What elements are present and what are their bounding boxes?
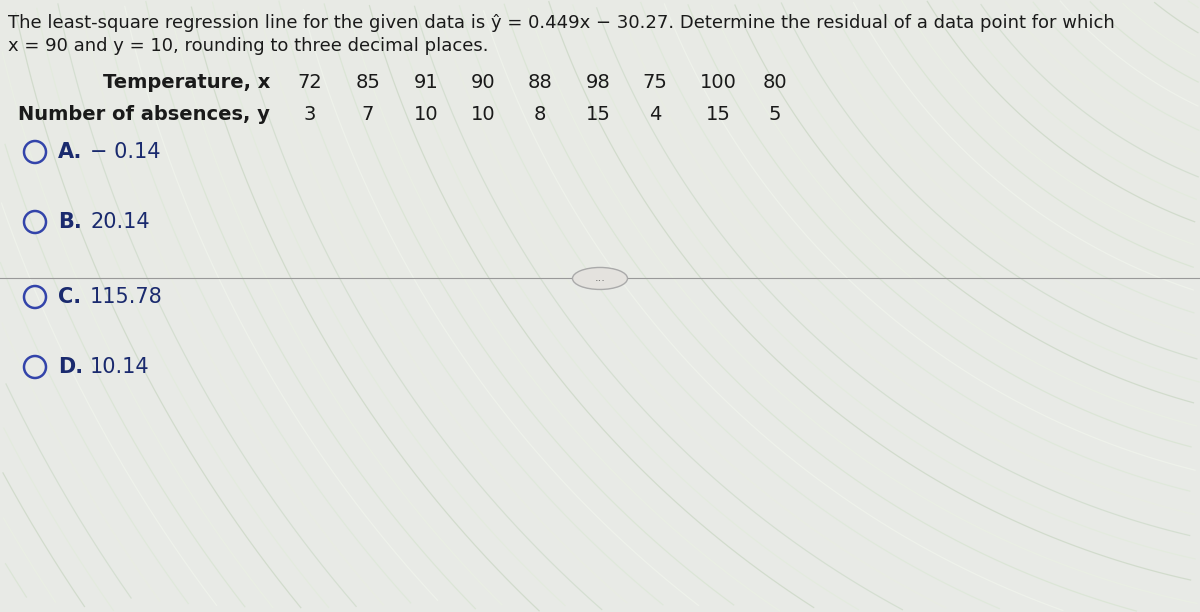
Text: − 0.14: − 0.14 [90,142,161,162]
Text: 7: 7 [362,105,374,124]
Text: The least-square regression line for the given data is ŷ = 0.449x − 30.27. Deter: The least-square regression line for the… [8,14,1115,32]
Text: ...: ... [594,274,606,283]
Text: 88: 88 [528,72,552,92]
Bar [0,0,1200,278]
Text: 72: 72 [298,72,323,92]
Text: 10: 10 [470,105,496,124]
Text: 75: 75 [642,72,667,92]
Text: 115.78: 115.78 [90,287,163,307]
Text: 80: 80 [763,72,787,92]
Text: 20.14: 20.14 [90,212,150,232]
Text: Temperature, x: Temperature, x [103,72,270,92]
Text: 8: 8 [534,105,546,124]
Text: 10: 10 [414,105,438,124]
Text: 4: 4 [649,105,661,124]
Text: 10.14: 10.14 [90,357,150,377]
Text: 3: 3 [304,105,316,124]
Text: D.: D. [58,357,83,377]
Text: 91: 91 [414,72,438,92]
Text: Number of absences, y: Number of absences, y [18,105,270,124]
Text: A.: A. [58,142,83,162]
Text: 5: 5 [769,105,781,124]
Text: 90: 90 [470,72,496,92]
Text: C.: C. [58,287,82,307]
Text: 15: 15 [586,105,611,124]
Text: 85: 85 [355,72,380,92]
Text: x = 90 and y = 10, rounding to three decimal places.: x = 90 and y = 10, rounding to three dec… [8,37,488,55]
Text: 100: 100 [700,72,737,92]
Text: 15: 15 [706,105,731,124]
Text: B.: B. [58,212,82,232]
Text: 98: 98 [586,72,611,92]
Ellipse shape [572,267,628,289]
